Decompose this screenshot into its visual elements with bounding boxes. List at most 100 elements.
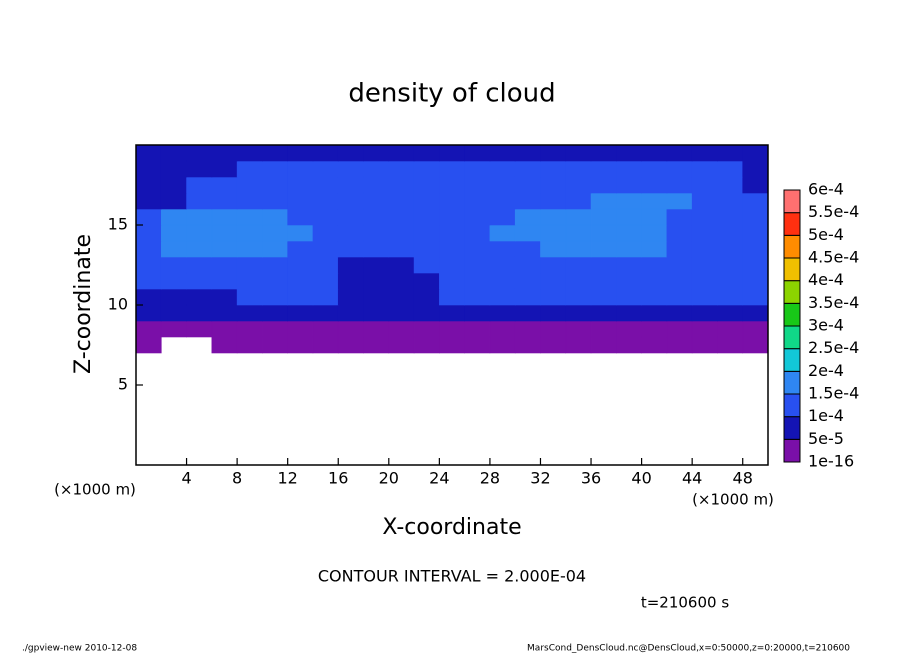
heat-cell bbox=[262, 144, 288, 162]
y-tick-label: 5 bbox=[118, 375, 128, 394]
heat-cell bbox=[489, 288, 516, 306]
heat-cell bbox=[211, 272, 238, 290]
heat-cell bbox=[590, 176, 617, 194]
time-note: t=210600 s bbox=[641, 594, 729, 612]
heat-cell bbox=[464, 208, 491, 226]
heat-cell bbox=[616, 288, 642, 306]
colorbar-label: 5e-4 bbox=[808, 225, 844, 244]
heat-cell bbox=[742, 272, 769, 290]
heat-cell bbox=[666, 256, 693, 274]
x-tick-label: 8 bbox=[232, 469, 242, 488]
heat-cell bbox=[691, 320, 718, 338]
colorbar-box bbox=[783, 325, 801, 350]
heat-cell bbox=[514, 160, 541, 178]
heat-cell bbox=[236, 336, 263, 354]
heat-cell bbox=[590, 192, 617, 210]
heat-cell bbox=[691, 208, 718, 226]
colorbar-box bbox=[783, 212, 801, 236]
heat-cell bbox=[388, 288, 415, 306]
x-axis-label: X-coordinate bbox=[382, 515, 521, 540]
heat-cell bbox=[565, 160, 592, 178]
heat-cell bbox=[489, 176, 516, 194]
heat-cell bbox=[186, 176, 213, 194]
heat-cell bbox=[135, 192, 162, 210]
colorbar-box bbox=[783, 370, 801, 395]
heat-cell bbox=[413, 272, 440, 290]
heat-cell bbox=[211, 320, 238, 338]
colorbar-box bbox=[783, 348, 801, 372]
heat-cell bbox=[641, 144, 668, 162]
heat-cell bbox=[211, 160, 238, 178]
heat-cell bbox=[413, 336, 440, 354]
heat-cell bbox=[236, 176, 263, 194]
heat-cell bbox=[312, 288, 339, 306]
heat-cell bbox=[337, 192, 364, 210]
heat-cell bbox=[135, 176, 162, 194]
heat-cell bbox=[666, 304, 693, 322]
heat-cell bbox=[160, 240, 187, 258]
heat-cell bbox=[439, 208, 465, 226]
heat-cell bbox=[565, 240, 592, 258]
heat-cell bbox=[489, 256, 516, 274]
heat-cell bbox=[363, 224, 390, 242]
heat-cell bbox=[135, 288, 162, 306]
heat-cell bbox=[489, 144, 516, 162]
footer-right: MarsCond_DensCloud.nc@DensCloud,x=0:5000… bbox=[527, 644, 850, 654]
heat-cell bbox=[413, 288, 440, 306]
heat-cell bbox=[641, 176, 668, 194]
heat-cell bbox=[641, 192, 668, 210]
y-tick-label: 10 bbox=[108, 295, 128, 314]
colorbar-label: 3.5e-4 bbox=[808, 293, 859, 312]
heat-cell bbox=[337, 304, 364, 322]
heat-cell bbox=[135, 320, 162, 338]
heat-cell bbox=[160, 176, 187, 194]
heat-cell bbox=[514, 144, 541, 162]
heat-cell bbox=[616, 208, 642, 226]
heat-cell bbox=[717, 240, 744, 258]
heat-cell bbox=[641, 240, 668, 258]
colorbar-box bbox=[783, 302, 801, 327]
heat-cell bbox=[337, 336, 364, 354]
heat-cell bbox=[590, 256, 617, 274]
heat-cell bbox=[211, 208, 238, 226]
heat-cell bbox=[337, 272, 364, 290]
heat-cell bbox=[717, 256, 744, 274]
heat-cell bbox=[135, 336, 162, 354]
heat-cell bbox=[590, 208, 617, 226]
heat-cell bbox=[540, 208, 567, 226]
heat-cell bbox=[742, 144, 769, 162]
heat-cell bbox=[464, 320, 491, 338]
heat-cell bbox=[464, 288, 491, 306]
heat-cell bbox=[464, 272, 491, 290]
heat-cell bbox=[514, 256, 541, 274]
heat-cell bbox=[413, 208, 440, 226]
heat-cell bbox=[135, 208, 162, 226]
heat-cell bbox=[388, 208, 415, 226]
heat-cell bbox=[312, 256, 339, 274]
heat-cell bbox=[236, 288, 263, 306]
heat-cell bbox=[641, 336, 668, 354]
heat-cell bbox=[590, 272, 617, 290]
heat-cell bbox=[186, 160, 213, 178]
heat-cell bbox=[616, 224, 642, 242]
heat-cell bbox=[439, 304, 465, 322]
heat-cell bbox=[616, 176, 642, 194]
heat-cell bbox=[135, 256, 162, 274]
colorbar-box bbox=[783, 257, 801, 282]
heat-cell bbox=[160, 272, 187, 290]
heat-cell bbox=[236, 224, 263, 242]
heat-cell bbox=[742, 176, 769, 194]
colorbar-label: 1e-16 bbox=[808, 452, 854, 471]
heat-cell bbox=[186, 256, 213, 274]
heat-cell bbox=[540, 272, 567, 290]
heat-cell bbox=[236, 320, 263, 338]
heat-cell bbox=[211, 144, 238, 162]
heat-cell bbox=[160, 304, 187, 322]
heat-cell bbox=[514, 304, 541, 322]
heat-cell bbox=[287, 288, 314, 306]
heat-cell bbox=[742, 256, 769, 274]
heat-cell bbox=[262, 240, 288, 258]
contour-note: CONTOUR INTERVAL = 2.000E-04 bbox=[318, 567, 586, 586]
heat-cell bbox=[439, 336, 465, 354]
